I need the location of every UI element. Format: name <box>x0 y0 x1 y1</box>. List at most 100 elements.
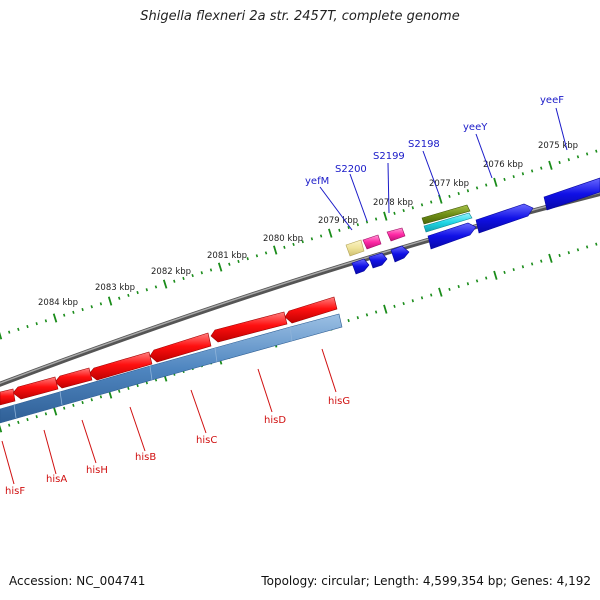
minor-tick <box>540 259 543 263</box>
minor-tick <box>182 276 185 281</box>
gene-label-hisG[interactable]: hisG <box>328 396 350 407</box>
leader-line <box>81 419 97 464</box>
minor-tick <box>338 228 341 232</box>
minor-tick <box>512 175 515 179</box>
minor-tick <box>72 310 75 314</box>
minor-tick <box>264 251 268 255</box>
minor-tick <box>466 189 470 193</box>
gene-S2198[interactable] <box>427 222 477 250</box>
leader-line <box>129 406 146 452</box>
gene-label-hisD[interactable]: hisD <box>264 415 286 426</box>
minor-tick <box>63 313 66 317</box>
minor-tick <box>145 288 148 292</box>
minor-tick <box>8 423 11 427</box>
gene-red-7[interactable] <box>0 388 16 406</box>
minor-tick <box>457 284 460 289</box>
minor-tick <box>521 172 525 176</box>
gene-label-hisC[interactable]: hisC <box>196 435 217 446</box>
gene-label-yeeF[interactable]: yeeF <box>540 95 564 106</box>
minor-tick <box>90 398 93 402</box>
minor-tick <box>402 301 405 306</box>
gene-label-S2198[interactable]: S2198 <box>408 139 440 150</box>
gene-S2200-magenta[interactable] <box>362 234 382 250</box>
minor-tick <box>154 285 158 289</box>
scale-label: 2084 kbp <box>38 298 78 308</box>
gene-red-2[interactable] <box>210 311 288 343</box>
leader-line <box>1 440 15 485</box>
gene-label-S2200[interactable]: S2200 <box>335 164 367 175</box>
gene-S2199-magenta[interactable] <box>386 227 406 242</box>
minor-tick <box>173 279 176 283</box>
gene-label-hisA[interactable]: hisA <box>46 474 67 485</box>
genes-label: Genes: <box>510 574 553 588</box>
leader-line <box>475 133 493 179</box>
minor-tick <box>374 217 378 221</box>
minor-tick <box>81 400 84 405</box>
gene-yefM-khaki[interactable] <box>345 239 365 257</box>
major-tick <box>107 296 113 306</box>
band-divider <box>13 403 17 419</box>
minor-tick <box>191 274 194 278</box>
minor-tick <box>63 406 66 410</box>
gene-red-1[interactable] <box>284 296 338 324</box>
gene-S2200-blue[interactable] <box>368 252 388 269</box>
scale-label: 2076 kbp <box>483 160 523 170</box>
minor-tick <box>35 322 38 326</box>
major-tick <box>52 406 58 416</box>
minor-tick <box>466 282 470 286</box>
genes-value: 4,192 <box>556 574 591 588</box>
minor-tick <box>365 313 369 317</box>
minor-tick <box>585 245 589 249</box>
minor-tick <box>356 316 359 320</box>
major-tick <box>383 304 388 314</box>
forward-strand-genes <box>345 177 600 275</box>
minor-tick <box>430 293 433 297</box>
gene-label-yefM[interactable]: yefM <box>305 176 329 187</box>
scale-label: 2075 kbp <box>538 141 578 151</box>
gene-olive-feature[interactable] <box>421 204 471 225</box>
minor-tick <box>485 276 488 280</box>
gene-label-S2199[interactable]: S2199 <box>373 151 405 162</box>
minor-tick <box>237 259 240 264</box>
minor-tick <box>356 223 359 227</box>
minor-tick <box>301 240 304 244</box>
gene-S2199-blue[interactable] <box>390 245 410 263</box>
minor-tick <box>558 160 561 165</box>
band-divider <box>214 347 218 363</box>
scale-label: 2077 kbp <box>429 179 469 189</box>
minor-tick <box>475 186 479 190</box>
leader-line <box>349 173 368 222</box>
gene-yeeF[interactable] <box>543 177 600 211</box>
gene-yeeY[interactable] <box>475 203 534 234</box>
minor-tick <box>530 169 534 173</box>
gene-steelblue-band[interactable] <box>0 313 343 424</box>
gene-cyan-feature[interactable] <box>423 212 473 233</box>
major-tick <box>273 245 278 255</box>
leader-line <box>387 162 390 214</box>
outer-tick-ring <box>0 149 598 340</box>
minor-tick <box>72 403 75 407</box>
gene-label-hisH[interactable]: hisH <box>86 465 108 476</box>
leader-line <box>43 429 57 475</box>
minor-tick <box>521 265 525 269</box>
gene-label-hisB[interactable]: hisB <box>135 452 156 463</box>
gene-red-3[interactable] <box>149 332 212 363</box>
major-tick <box>0 331 3 340</box>
gene-label-hisF[interactable]: hisF <box>5 486 25 497</box>
topology-label: Topology: <box>261 574 318 588</box>
minor-tick <box>420 203 424 207</box>
gene-label-yeeY[interactable]: yeeY <box>463 122 488 133</box>
band-divider <box>289 326 293 342</box>
minor-tick <box>228 262 231 266</box>
minor-tick <box>448 287 451 291</box>
minor-tick <box>347 225 350 230</box>
topology-value: circular <box>321 574 366 588</box>
minor-tick <box>558 253 561 258</box>
minor-tick <box>136 383 139 388</box>
gene-yefM-blue[interactable] <box>351 258 370 275</box>
minor-tick <box>512 268 515 272</box>
gene-red-6[interactable] <box>12 376 59 400</box>
scale-label: 2083 kbp <box>95 283 135 293</box>
major-tick <box>493 177 498 187</box>
